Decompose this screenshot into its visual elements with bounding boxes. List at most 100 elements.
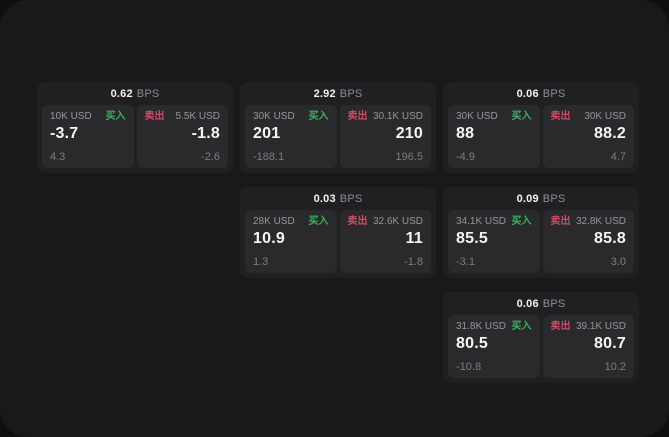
sell-panel[interactable]: 卖出 32.6K USD 11 -1.8 <box>339 210 431 273</box>
bps-unit-label: BPS <box>542 87 566 100</box>
card-header: 0.62 BPS <box>42 82 228 105</box>
panel-group: 28K USD 买入 10.9 1.3 卖出 32.6K USD 11 -1.8 <box>245 210 431 273</box>
panel-group: 30K USD 买入 88 -4.9 卖出 30K USD 88.2 4.7 <box>448 105 634 168</box>
sell-panel-top: 卖出 32.8K USD <box>551 216 627 227</box>
card-header: 0.06 BPS <box>448 82 634 105</box>
buy-sub-value: -10.8 <box>456 360 482 373</box>
sell-side-label: 卖出 <box>550 321 571 332</box>
sell-price: 210 <box>395 125 423 142</box>
sell-panel[interactable]: 卖出 30.1K USD 210 196.5 <box>339 105 431 168</box>
buy-amount: 30K USD <box>456 111 498 122</box>
sell-amount: 30.1K USD <box>372 111 423 122</box>
sell-panel[interactable]: 卖出 5.5K USD -1.8 -2.6 <box>136 105 228 168</box>
card-header: 0.03 BPS <box>245 187 431 210</box>
buy-amount: 30K USD <box>253 111 295 122</box>
quote-card: 0.03 BPS 28K USD 买入 10.9 1.3 卖出 32.6K US… <box>240 187 436 278</box>
buy-amount: 28K USD <box>253 216 295 227</box>
buy-panel-top: 31.8K USD 买入 <box>456 321 532 332</box>
card-header: 0.09 BPS <box>448 187 634 210</box>
buy-panel[interactable]: 10K USD 买入 -3.7 4.3 <box>42 105 134 168</box>
buy-side-label: 买入 <box>308 111 329 122</box>
buy-side-label: 买入 <box>105 111 126 122</box>
sell-panel-top: 卖出 32.6K USD <box>348 216 424 227</box>
sell-side-label: 卖出 <box>550 111 571 122</box>
buy-amount: 34.1K USD <box>456 216 507 227</box>
quote-card: 0.06 BPS 30K USD 买入 88 -4.9 卖出 30K USD <box>443 82 639 173</box>
buy-price: 201 <box>253 125 281 142</box>
sell-panel[interactable]: 卖出 30K USD 88.2 4.7 <box>542 105 634 168</box>
buy-side-label: 买入 <box>511 321 532 332</box>
sell-price: 88.2 <box>594 125 626 142</box>
bps-value: 0.03 <box>313 192 336 205</box>
bps-unit-label: BPS <box>339 192 363 205</box>
sell-price: 85.8 <box>594 230 626 247</box>
buy-sub-value: -4.9 <box>456 150 475 163</box>
buy-amount: 10K USD <box>50 111 92 122</box>
sell-amount: 32.6K USD <box>372 216 423 227</box>
sell-sub-value: -2.6 <box>201 150 220 163</box>
buy-price: 10.9 <box>253 230 285 247</box>
bps-unit-label: BPS <box>542 297 566 310</box>
sell-panel-top: 卖出 30K USD <box>551 111 627 122</box>
buy-side-label: 买入 <box>511 111 532 122</box>
bps-unit-label: BPS <box>542 192 566 205</box>
quote-card: 2.92 BPS 30K USD 买入 201 -188.1 卖出 30.1K … <box>240 82 436 173</box>
sell-sub-value: 196.5 <box>395 150 423 163</box>
buy-panel[interactable]: 31.8K USD 买入 80.5 -10.8 <box>448 315 540 378</box>
buy-panel[interactable]: 34.1K USD 买入 85.5 -3.1 <box>448 210 540 273</box>
buy-sub-value: -188.1 <box>253 150 285 163</box>
sell-side-label: 卖出 <box>347 111 368 122</box>
bps-value: 2.92 <box>313 87 336 100</box>
buy-price: 88 <box>456 125 475 142</box>
quote-card: 0.62 BPS 10K USD 买入 -3.7 4.3 卖出 5.5K USD <box>37 82 233 173</box>
sell-price: 80.7 <box>594 335 626 352</box>
buy-price: 85.5 <box>456 230 488 247</box>
bps-unit-label: BPS <box>136 87 160 100</box>
quote-board: 0.62 BPS 10K USD 买入 -3.7 4.3 卖出 5.5K USD <box>37 82 639 383</box>
sell-amount: 39.1K USD <box>575 321 626 332</box>
panel-group: 10K USD 买入 -3.7 4.3 卖出 5.5K USD -1.8 -2.… <box>42 105 228 168</box>
sell-panel-top: 卖出 5.5K USD <box>145 111 221 122</box>
buy-sub-value: -3.1 <box>456 255 475 268</box>
bps-value: 0.09 <box>516 192 539 205</box>
buy-sub-value: 1.3 <box>253 255 269 268</box>
sell-sub-value: 3.0 <box>610 255 626 268</box>
sell-panel[interactable]: 卖出 32.8K USD 85.8 3.0 <box>542 210 634 273</box>
sell-sub-value: 4.7 <box>610 150 626 163</box>
panel-group: 34.1K USD 买入 85.5 -3.1 卖出 32.8K USD 85.8… <box>448 210 634 273</box>
sell-price: 11 <box>405 230 423 247</box>
sell-sub-value: 10.2 <box>604 360 626 373</box>
sell-price: -1.8 <box>191 125 220 142</box>
panel-group: 30K USD 买入 201 -188.1 卖出 30.1K USD 210 1… <box>245 105 431 168</box>
bps-value: 0.06 <box>516 297 539 310</box>
quote-card: 0.06 BPS 31.8K USD 买入 80.5 -10.8 卖出 39.1… <box>443 292 639 383</box>
card-header: 0.06 BPS <box>448 292 634 315</box>
card-header: 2.92 BPS <box>245 82 431 105</box>
buy-panel-top: 34.1K USD 买入 <box>456 216 532 227</box>
buy-panel-top: 28K USD 买入 <box>253 216 329 227</box>
buy-side-label: 买入 <box>511 216 532 227</box>
sell-amount: 32.8K USD <box>575 216 626 227</box>
sell-panel[interactable]: 卖出 39.1K USD 80.7 10.2 <box>542 315 634 378</box>
panel-group: 31.8K USD 买入 80.5 -10.8 卖出 39.1K USD 80.… <box>448 315 634 378</box>
quote-card: 0.09 BPS 34.1K USD 买入 85.5 -3.1 卖出 32.8K… <box>443 187 639 278</box>
bps-unit-label: BPS <box>339 87 363 100</box>
sell-panel-top: 卖出 39.1K USD <box>551 321 627 332</box>
buy-panel[interactable]: 28K USD 买入 10.9 1.3 <box>245 210 337 273</box>
sell-amount: 5.5K USD <box>175 111 220 122</box>
buy-sub-value: 4.3 <box>50 150 66 163</box>
buy-panel-top: 10K USD 买入 <box>50 111 126 122</box>
buy-panel-top: 30K USD 买入 <box>456 111 532 122</box>
sell-panel-top: 卖出 30.1K USD <box>348 111 424 122</box>
sell-side-label: 卖出 <box>347 216 368 227</box>
sell-sub-value: -1.8 <box>404 255 423 268</box>
buy-price: -3.7 <box>50 125 79 142</box>
buy-panel[interactable]: 30K USD 买入 201 -188.1 <box>245 105 337 168</box>
sell-side-label: 卖出 <box>144 111 165 122</box>
bps-value: 0.06 <box>516 87 539 100</box>
buy-panel-top: 30K USD 买入 <box>253 111 329 122</box>
buy-price: 80.5 <box>456 335 488 352</box>
buy-panel[interactable]: 30K USD 买入 88 -4.9 <box>448 105 540 168</box>
buy-side-label: 买入 <box>308 216 329 227</box>
